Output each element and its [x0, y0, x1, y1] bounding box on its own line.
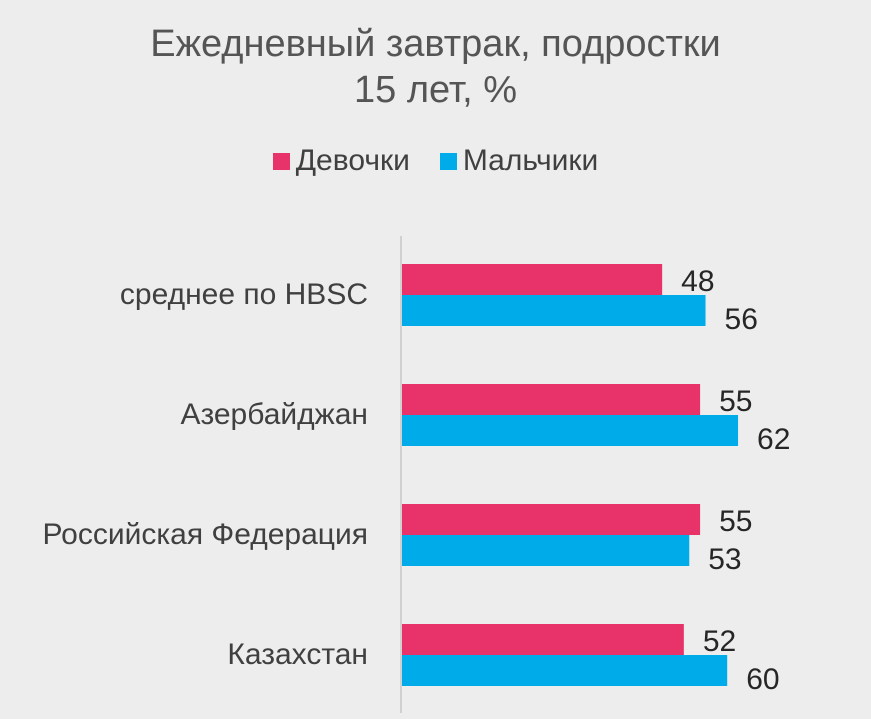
chart-legend: Девочки Мальчики — [0, 144, 871, 178]
bar-girls — [402, 384, 701, 415]
data-label-girls: 52 — [703, 625, 736, 658]
category-label: среднее по HBSC — [120, 278, 368, 311]
data-label-boys: 56 — [725, 303, 758, 336]
data-label-boys: 53 — [708, 543, 741, 576]
bar-boys — [402, 415, 739, 446]
data-label-boys: 60 — [746, 663, 779, 696]
chart-title-line-2: 15 лет, % — [354, 69, 517, 111]
legend-item-girls: Девочки — [272, 144, 410, 178]
data-label-girls: 55 — [719, 505, 752, 538]
category-label: Российская Федерация — [42, 518, 368, 551]
bar-girls — [402, 624, 684, 655]
chart-title-line-1: Ежедневный завтрак, подростки — [150, 23, 721, 65]
data-label-girls: 48 — [681, 265, 714, 298]
bar-boys — [402, 295, 706, 326]
legend-swatch-boys — [439, 152, 457, 170]
data-label-boys: 62 — [757, 423, 790, 456]
category-label: Казахстан — [227, 638, 368, 671]
category-label: Азербайджан — [180, 398, 368, 431]
legend-item-boys: Мальчики — [439, 144, 599, 178]
legend-label-boys: Мальчики — [462, 144, 599, 177]
bar-girls — [402, 504, 701, 535]
bar-boys — [402, 655, 728, 686]
bar-girls — [402, 264, 663, 295]
data-label-girls: 55 — [719, 385, 752, 418]
bar-boys — [402, 535, 690, 566]
legend-swatch-girls — [272, 152, 290, 170]
legend-label-girls: Девочки — [295, 144, 410, 177]
